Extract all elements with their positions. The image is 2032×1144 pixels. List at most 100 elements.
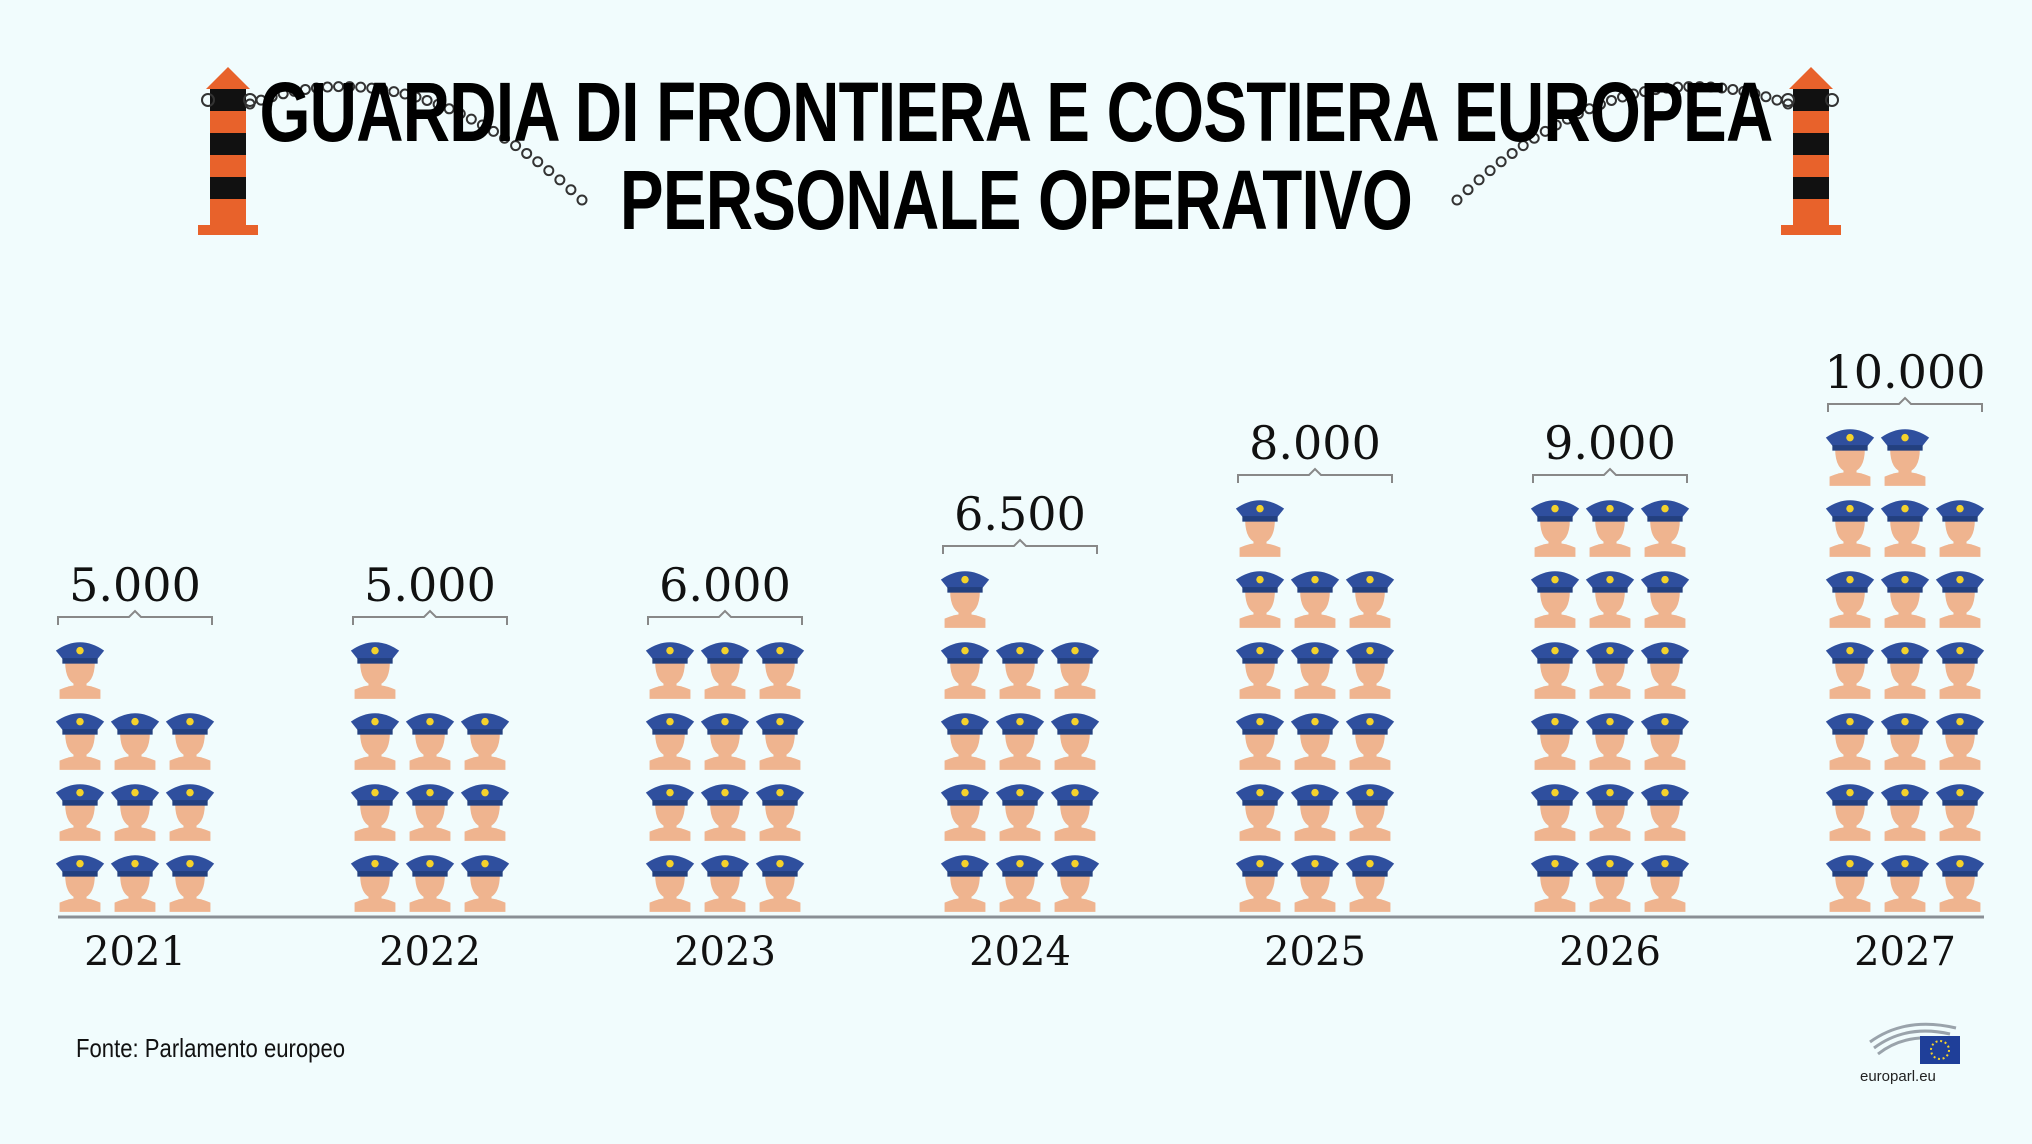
guard-icon — [350, 642, 400, 699]
guard-icon — [1235, 571, 1285, 628]
data-label-2024: 6.500 — [954, 487, 1086, 541]
guard-icon — [1530, 642, 1580, 699]
guard-icon — [55, 784, 105, 841]
guard-icon — [1050, 855, 1100, 912]
x-tick-label-2024: 2024 — [969, 929, 1071, 975]
guard-icon — [1530, 713, 1580, 770]
guard-icon — [1345, 642, 1395, 699]
value-bracket — [57, 609, 213, 625]
guard-icon — [1585, 784, 1635, 841]
guard-icon — [755, 855, 805, 912]
guard-icon — [1290, 855, 1340, 912]
guard-icon — [755, 713, 805, 770]
chain-link — [1462, 184, 1474, 196]
data-label-2025: 8.000 — [1249, 416, 1381, 470]
guard-icon — [645, 713, 695, 770]
chain-link — [333, 81, 345, 93]
value-bracket — [1827, 396, 1983, 412]
guard-icon — [1880, 784, 1930, 841]
guard-icon — [1935, 571, 1985, 628]
guard-icon — [405, 784, 455, 841]
guard-icon — [460, 784, 510, 841]
guard-icon — [1345, 784, 1395, 841]
guard-icon — [1935, 500, 1985, 557]
chain-link — [499, 132, 511, 144]
guard-icon — [55, 642, 105, 699]
chain-link — [1650, 84, 1662, 96]
guard-icon — [755, 642, 805, 699]
chain-link — [1583, 103, 1595, 115]
guard-icon — [1825, 784, 1875, 841]
guard-icon — [1825, 855, 1875, 912]
bar-2023: 6.000 2023 — [645, 558, 805, 975]
chain-link — [1451, 194, 1463, 206]
guard-icon — [995, 855, 1045, 912]
guard-icon — [1880, 713, 1930, 770]
guard-icon — [165, 784, 215, 841]
guard-icon — [1880, 571, 1930, 628]
value-bracket — [1237, 467, 1393, 483]
chain-link — [1771, 94, 1783, 106]
guard-icon — [1640, 571, 1690, 628]
guard-icon — [350, 784, 400, 841]
value-bracket — [942, 538, 1098, 554]
data-label-2026: 9.000 — [1544, 416, 1676, 470]
guard-icon — [1880, 642, 1930, 699]
chain-link — [443, 103, 455, 115]
guard-icon — [1530, 784, 1580, 841]
bar-2021: 5.000 2021 — [55, 558, 215, 975]
guard-icon — [1640, 500, 1690, 557]
chain-link — [454, 108, 466, 120]
guard-icon — [1880, 855, 1930, 912]
x-tick-label-2026: 2026 — [1559, 929, 1661, 975]
guard-icon — [940, 571, 990, 628]
x-tick-label-2027: 2027 — [1854, 929, 1956, 975]
guard-icon — [350, 713, 400, 770]
guard-icon — [700, 784, 750, 841]
guard-icon — [1640, 784, 1690, 841]
chain-link — [366, 82, 378, 94]
x-tick-label-2023: 2023 — [674, 929, 776, 975]
chain-link — [421, 94, 433, 106]
chain-link — [1539, 125, 1551, 137]
guard-icon — [645, 855, 695, 912]
chain-link — [1495, 156, 1507, 168]
guard-icon — [165, 713, 215, 770]
chain-link — [521, 147, 533, 159]
chain-link — [310, 82, 322, 94]
chain-link — [1782, 98, 1794, 110]
guard-icon — [700, 855, 750, 912]
guard-icon — [1585, 500, 1635, 557]
guard-icon — [995, 784, 1045, 841]
guard-icon — [460, 713, 510, 770]
guard-icon — [1825, 500, 1875, 557]
guard-icon — [1935, 855, 1985, 912]
chart-marks: 5.000 2021 5.000 2022 6.000 2023 6.500 2024 8.00… — [55, 345, 1985, 975]
chain-link — [532, 156, 544, 168]
chain-link — [1760, 91, 1772, 103]
chain-link — [510, 140, 522, 152]
chain-link — [1594, 98, 1606, 110]
chain-link — [1550, 119, 1562, 131]
guard-icon — [1935, 642, 1985, 699]
guard-icon — [1935, 713, 1985, 770]
guard-icon — [1345, 855, 1395, 912]
guard-icon — [1585, 855, 1635, 912]
chain-link — [355, 81, 367, 93]
chain-link — [299, 83, 311, 95]
guard-icon — [405, 855, 455, 912]
guard-icon — [1345, 571, 1395, 628]
chain-link — [1749, 88, 1761, 100]
chain-icon — [244, 81, 1794, 206]
chain-link — [344, 81, 356, 93]
bar-2025: 8.000 2025 — [1235, 416, 1395, 975]
chain-link — [266, 91, 278, 103]
guard-icon — [1640, 855, 1690, 912]
guard-icon — [1640, 713, 1690, 770]
guard-icon — [755, 784, 805, 841]
guard-icon — [645, 784, 695, 841]
guard-icon — [1880, 429, 1930, 486]
guard-icon — [645, 642, 695, 699]
chain-link — [1639, 86, 1651, 98]
chain-link — [321, 81, 333, 93]
